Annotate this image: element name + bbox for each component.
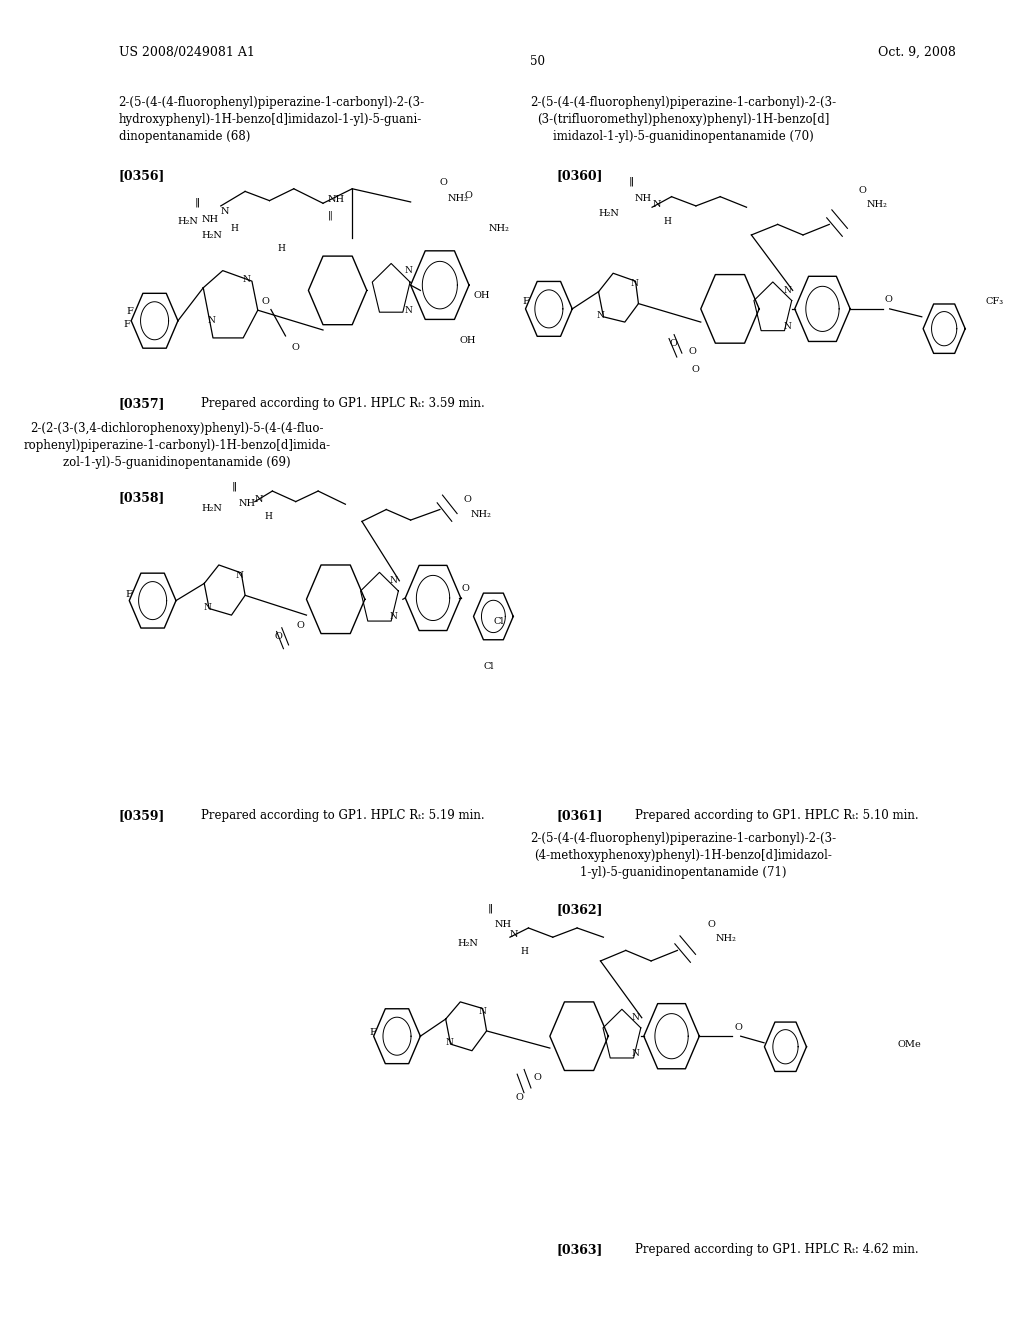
Text: O: O [463, 495, 471, 504]
Text: N: N [479, 1007, 486, 1015]
Text: H: H [264, 512, 272, 521]
Text: O: O [461, 585, 469, 594]
Text: N: N [783, 286, 792, 294]
Text: O: O [516, 1093, 523, 1102]
Text: O: O [464, 191, 472, 201]
Text: O: O [274, 632, 283, 642]
Text: N: N [255, 495, 263, 504]
Text: ‖: ‖ [487, 904, 493, 913]
Text: N: N [236, 572, 244, 579]
Text: O: O [261, 297, 269, 306]
Text: [0359]: [0359] [119, 809, 165, 822]
Text: Prepared according to GP1. HPLC Rₜ: 3.59 min.: Prepared according to GP1. HPLC Rₜ: 3.59… [202, 397, 485, 411]
Text: Oct. 9, 2008: Oct. 9, 2008 [878, 46, 955, 59]
Text: OH: OH [474, 292, 490, 300]
Text: N: N [404, 267, 413, 275]
Text: N: N [242, 276, 250, 284]
Text: N: N [783, 322, 792, 330]
Text: F: F [124, 321, 130, 329]
Text: OMe: OMe [897, 1040, 922, 1049]
Text: N: N [631, 280, 639, 288]
Text: ‖: ‖ [195, 198, 200, 207]
Text: NH₂: NH₂ [471, 511, 492, 520]
Text: N: N [207, 317, 215, 325]
Text: Cl: Cl [483, 663, 495, 672]
Text: N: N [389, 612, 397, 620]
Text: O: O [292, 343, 300, 352]
Text: [0363]: [0363] [557, 1243, 603, 1257]
Text: NH: NH [239, 499, 255, 508]
Text: O: O [691, 366, 699, 375]
Text: H₂N: H₂N [458, 940, 478, 949]
Text: Prepared according to GP1. HPLC Rₜ: 5.10 min.: Prepared according to GP1. HPLC Rₜ: 5.10… [635, 809, 919, 822]
Text: ‖: ‖ [629, 177, 634, 186]
Text: N: N [510, 931, 518, 940]
Text: 2-(5-(4-(4-fluorophenyl)piperazine-1-carbonyl)-2-(3-
(4-methoxyphenoxy)phenyl)-1: 2-(5-(4-(4-fluorophenyl)piperazine-1-car… [530, 832, 837, 879]
Text: F: F [522, 297, 529, 306]
Text: H₂N: H₂N [202, 231, 222, 240]
Text: US 2008/0249081 A1: US 2008/0249081 A1 [119, 46, 254, 59]
Text: NH₂: NH₂ [716, 935, 736, 944]
Text: Cl: Cl [494, 618, 504, 627]
Text: [0356]: [0356] [119, 169, 165, 182]
Text: O: O [297, 622, 304, 631]
Text: OH: OH [460, 337, 476, 346]
Text: NH: NH [635, 194, 651, 203]
Text: ‖: ‖ [328, 211, 333, 220]
Text: NH: NH [202, 215, 218, 224]
Text: H: H [664, 218, 672, 227]
Text: O: O [534, 1073, 541, 1082]
Text: F: F [126, 308, 133, 317]
Text: Prepared according to GP1. HPLC Rₜ: 4.62 min.: Prepared according to GP1. HPLC Rₜ: 4.62… [635, 1243, 919, 1257]
Text: NH₂: NH₂ [866, 201, 887, 210]
Text: [0357]: [0357] [119, 397, 165, 411]
Text: 50: 50 [529, 55, 545, 69]
Text: H₂N: H₂N [599, 210, 620, 219]
Text: [0361]: [0361] [557, 809, 603, 822]
Text: H₂N: H₂N [202, 504, 222, 513]
Text: F: F [370, 1028, 377, 1038]
Text: [0360]: [0360] [557, 169, 603, 182]
Text: NH₂: NH₂ [488, 224, 509, 234]
Text: O: O [708, 920, 716, 929]
Text: O: O [858, 186, 866, 195]
Text: N: N [597, 312, 604, 319]
Text: N: N [203, 603, 211, 611]
Text: [0362]: [0362] [557, 903, 603, 916]
Text: NH₂: NH₂ [447, 194, 469, 203]
Text: ‖: ‖ [231, 482, 237, 491]
Text: N: N [445, 1039, 454, 1047]
Text: 2-(5-(4-(4-fluorophenyl)piperazine-1-carbonyl)-2-(3-
(3-(trifluoromethyl)phenoxy: 2-(5-(4-(4-fluorophenyl)piperazine-1-car… [530, 96, 837, 144]
Text: N: N [632, 1014, 639, 1022]
Text: N: N [632, 1049, 639, 1057]
Text: N: N [221, 207, 229, 216]
Text: N: N [404, 306, 413, 314]
Text: CF₃: CF₃ [985, 297, 1004, 306]
Text: H: H [278, 244, 285, 253]
Text: Prepared according to GP1. HPLC Rₜ: 5.19 min.: Prepared according to GP1. HPLC Rₜ: 5.19… [202, 809, 485, 822]
Text: [0358]: [0358] [119, 491, 165, 504]
Text: F: F [125, 590, 132, 599]
Text: NH: NH [495, 920, 511, 929]
Text: H: H [520, 948, 528, 957]
Text: NH: NH [328, 195, 345, 205]
Text: O: O [735, 1023, 742, 1032]
Text: 2-(5-(4-(4-fluorophenyl)piperazine-1-carbonyl)-2-(3-
hydroxyphenyl)-1H-benzo[d]i: 2-(5-(4-(4-fluorophenyl)piperazine-1-car… [119, 96, 425, 144]
Text: O: O [670, 339, 678, 348]
Text: O: O [688, 347, 696, 356]
Text: O: O [440, 178, 447, 187]
Text: O: O [885, 296, 893, 305]
Text: 2-(2-(3-(3,4-dichlorophenoxy)phenyl)-5-(4-(4-fluo-
rophenyl)piperazine-1-carbony: 2-(2-(3-(3,4-dichlorophenoxy)phenyl)-5-(… [24, 422, 331, 470]
Text: H: H [230, 224, 239, 234]
Text: N: N [652, 201, 660, 210]
Text: N: N [389, 577, 397, 585]
Text: H₂N: H₂N [177, 218, 198, 227]
